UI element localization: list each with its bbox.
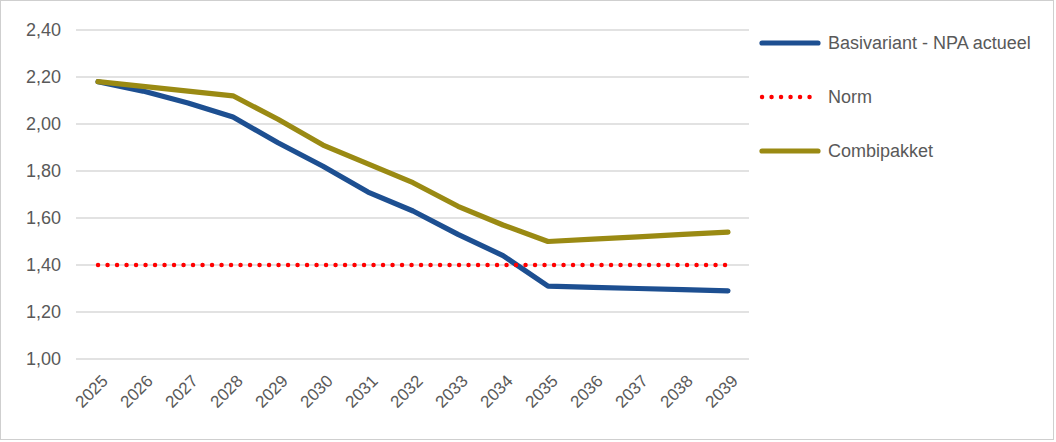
chart-frame: 1,00 1,20 1,40 1,60 1,80 2,00 2,20 2,40 20252026… — [0, 0, 1054, 440]
legend-swatch-combipakket-icon — [759, 146, 821, 156]
legend: Basivariant - NPA actueel Norm Combipakket — [759, 31, 1031, 193]
y-tick-label: 1,40 — [26, 255, 61, 275]
y-tick-label: 1,60 — [26, 208, 61, 228]
legend-label: Norm — [828, 88, 872, 106]
legend-item-combipakket: Combipakket — [759, 139, 1031, 163]
x-tick-label: 2034 — [477, 371, 517, 411]
x-tick-label: 2025 — [72, 371, 112, 411]
y-tick-label: 1,20 — [26, 302, 61, 322]
y-tick-label: 1,00 — [26, 349, 61, 369]
legend-swatch-norm-icon — [759, 92, 821, 102]
x-tick-label: 2026 — [117, 371, 157, 411]
x-tick-label: 2037 — [612, 371, 652, 411]
x-tick-label: 2028 — [207, 371, 247, 411]
y-tick-label: 1,80 — [26, 161, 61, 181]
x-tick-label: 2039 — [702, 371, 742, 411]
legend-item-basivariant-npa-actueel: Basivariant - NPA actueel — [759, 31, 1031, 55]
legend-swatch-basivariant-npa-actueel-icon — [759, 38, 821, 48]
legend-item-norm: Norm — [759, 85, 1031, 109]
y-tick-label: 2,20 — [26, 67, 61, 87]
legend-label: Basivariant - NPA actueel — [828, 34, 1031, 52]
series-line-basivariant-npa-actueel — [98, 82, 728, 291]
x-tick-label: 2033 — [432, 371, 472, 411]
x-tick-label: 2029 — [252, 371, 292, 411]
x-tick-label: 2027 — [162, 371, 202, 411]
x-tick-label: 2036 — [567, 371, 607, 411]
x-tick-label: 2031 — [342, 371, 382, 411]
y-tick-label: 2,00 — [26, 114, 61, 134]
y-tick-label: 2,40 — [26, 20, 61, 40]
x-tick-label: 2035 — [522, 371, 562, 411]
x-tick-label: 2038 — [657, 371, 697, 411]
x-tick-label: 2032 — [387, 371, 427, 411]
x-tick-label: 2030 — [297, 371, 337, 411]
legend-label: Combipakket — [828, 142, 933, 160]
